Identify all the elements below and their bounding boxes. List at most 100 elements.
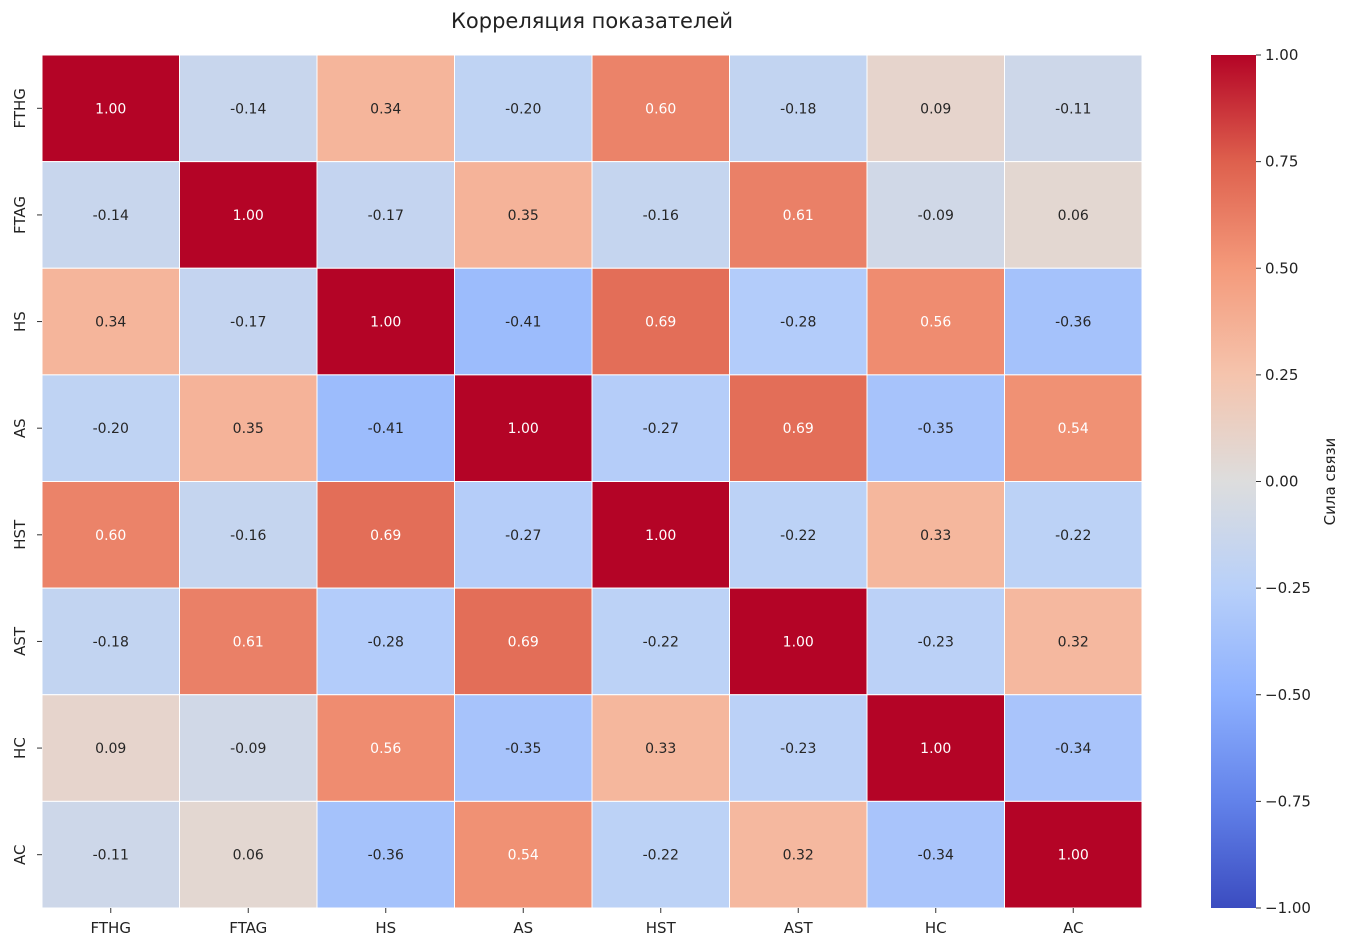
cell-value-label: 0.32 [1058,634,1089,650]
heatmap-cell [1004,694,1143,802]
heatmap-cell [41,694,180,802]
heatmap-cell [179,267,318,376]
heatmap-cell [179,694,318,802]
heatmap-cell [729,481,868,589]
cell-value-label: -0.23 [918,634,954,650]
cell-value-label: -0.27 [505,528,541,544]
heatmap-cell [179,54,318,163]
heatmap-cell [179,587,318,696]
cell-value-label: 0.60 [95,528,126,544]
heatmap-cell [1004,587,1143,696]
cell-value-label: 0.56 [370,741,401,757]
heatmap-cell [591,374,730,482]
heatmap-cell [41,587,180,696]
y-tick-label: FTHG [11,88,29,128]
y-tick-label: HS [11,311,29,332]
cell-value-label: -0.11 [1055,101,1091,117]
cell-value-label: 1.00 [233,208,264,224]
heatmap-cell [316,481,455,589]
cell-value-label: 0.09 [920,101,951,117]
colorbar-tick-label: −0.25 [1265,579,1311,597]
y-tick-label: AST [11,626,29,656]
heatmap-cell [729,587,868,696]
cell-value-label: -0.17 [368,208,404,224]
y-tick-label: HC [11,737,29,759]
cell-value-label: 0.54 [508,848,539,864]
cell-value-label: -0.18 [780,101,816,117]
cell-value-label: 1.00 [920,741,951,757]
x-tick-label: HST [646,919,677,937]
heatmap-cell [866,481,1005,589]
cell-value-label: 0.61 [233,634,264,650]
heatmap-cell [179,481,318,589]
cell-value-label: -0.14 [93,208,129,224]
heatmap-cell [179,800,318,909]
heatmap-cell [454,161,593,269]
heatmap-cell [1004,481,1143,589]
colorbar-tick-label: −0.75 [1265,792,1311,810]
x-tick-label: AS [513,919,533,937]
heatmap-cell [179,374,318,482]
cell-value-label: -0.23 [780,741,816,757]
cell-value-label: -0.16 [643,208,679,224]
heatmap-cell [866,54,1005,163]
heatmap-cell [866,800,1005,909]
heatmap-cell [454,481,593,589]
cell-value-label: -0.17 [230,315,266,331]
heatmap-cell [591,161,730,269]
cell-value-label: -0.34 [918,848,954,864]
heatmap-cell [41,481,180,589]
cell-value-label: 0.09 [95,741,126,757]
cell-value-label: -0.22 [643,634,679,650]
heatmap-cell [729,694,868,802]
x-tick-label: HS [375,919,396,937]
cell-value-label: -0.35 [505,741,541,757]
cell-value-label: 0.34 [370,101,401,117]
cell-value-label: -0.22 [1055,528,1091,544]
heatmap-cell [454,800,593,909]
cell-value-label: 1.00 [645,528,676,544]
heatmap-cell [316,54,455,163]
heatmap-cell [454,587,593,696]
heatmap-cell [729,161,868,269]
heatmap-cell [1004,374,1143,482]
heatmap-cell [1004,54,1143,163]
cell-value-label: -0.36 [368,848,404,864]
heatmap-cell [591,267,730,376]
y-tick-label: HST [11,519,29,550]
cell-value-label: 1.00 [1058,848,1089,864]
heatmap-cell [454,694,593,802]
heatmap-cell [591,694,730,802]
cell-value-label: -0.36 [1055,315,1091,331]
colorbar-tick-label: 0.75 [1265,153,1298,171]
y-tick-label: AS [11,418,29,438]
cell-value-label: 1.00 [95,101,126,117]
heatmap-cell [866,587,1005,696]
heatmap-cell [316,587,455,696]
cell-value-label: 0.34 [95,315,126,331]
cell-value-label: -0.22 [780,528,816,544]
x-tick-label: FTAG [229,919,267,937]
cell-value-label: 0.69 [508,634,539,650]
heatmap-cell [41,267,180,376]
cell-value-label: -0.22 [643,848,679,864]
x-tick-label: AST [784,919,814,937]
cell-value-label: -0.18 [93,634,129,650]
y-tick-label: AC [11,844,29,864]
cell-value-label: -0.28 [368,634,404,650]
cell-value-label: 0.69 [645,315,676,331]
cell-value-label: -0.35 [918,421,954,437]
cell-value-label: 1.00 [508,421,539,437]
cell-value-label: 1.00 [783,634,814,650]
heatmap-cell [41,374,180,482]
cell-value-label: -0.16 [230,528,266,544]
cell-value-label: 0.60 [645,101,676,117]
x-tick-label: HC [925,919,947,937]
colorbar-tick-label: 0.00 [1265,473,1298,491]
colorbar [1211,55,1256,908]
heatmap-cell [729,374,868,482]
heatmap-cell [866,694,1005,802]
heatmap-cell [729,800,868,909]
heatmap-cell [1004,800,1143,909]
